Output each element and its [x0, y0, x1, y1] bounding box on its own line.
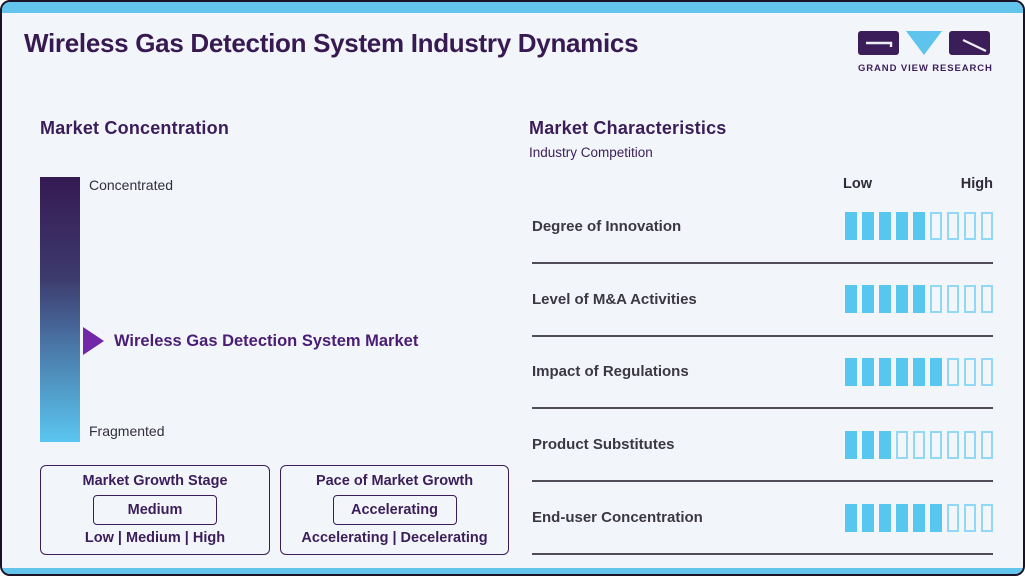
rating-segment-filled — [879, 430, 891, 459]
rating-segment-filled — [913, 212, 925, 241]
rating-segment-empty — [964, 357, 976, 386]
market-concentration-heading: Market Concentration — [40, 118, 230, 138]
gvr-logo-v-triangle — [906, 31, 942, 55]
rating-segment-filled — [879, 285, 891, 314]
rating-segment-empty — [930, 430, 942, 459]
rating-segment-filled — [913, 503, 925, 532]
fragmented-label: Fragmented — [89, 423, 165, 439]
gvr-logo-g-block — [858, 31, 899, 55]
market-growth-stage-title: Market Growth Stage — [82, 473, 228, 489]
pace-of-market-growth-options: Accelerating | Decelerating — [301, 530, 488, 546]
rating-segment-filled — [862, 430, 874, 459]
characteristic-row: Degree of Innovation — [532, 191, 993, 264]
rating-segment-empty — [947, 430, 959, 459]
industry-competition-subheading: Industry Competition — [529, 145, 653, 160]
rating-segment-empty — [981, 430, 993, 459]
rating-segment-empty — [947, 212, 959, 241]
bottom-accent-bar — [2, 568, 1023, 574]
characteristic-row: Level of M&A Activities — [532, 264, 993, 337]
rating-segment-filled — [913, 357, 925, 386]
rating-segment-filled — [896, 357, 908, 386]
rating-segment-empty — [964, 430, 976, 459]
characteristic-label: Level of M&A Activities — [532, 290, 697, 308]
characteristic-label: Degree of Innovation — [532, 217, 682, 235]
characteristic-row: Product Substitutes — [532, 409, 993, 483]
rating-segment-filled — [896, 212, 908, 241]
rating-segment-empty — [947, 503, 959, 532]
market-marker-label: Wireless Gas Detection System Market — [114, 332, 419, 350]
rating-segment-empty — [947, 357, 959, 386]
rating-bar — [845, 212, 993, 241]
rating-segment-empty — [913, 430, 925, 459]
rating-scale-header: Low High — [532, 176, 993, 192]
rating-segment-filled — [845, 212, 857, 241]
market-growth-stage-value: Medium — [93, 494, 217, 525]
market-growth-stage-box: Market Growth Stage Medium Low | Medium … — [40, 465, 270, 555]
gvr-logo-blocks — [858, 31, 1000, 56]
concentrated-label: Concentrated — [89, 177, 174, 193]
rating-bar — [845, 503, 993, 532]
characteristic-label: End-user Concentration — [532, 509, 703, 527]
rating-segment-empty — [981, 357, 993, 386]
rating-segment-empty — [964, 212, 976, 241]
market-marker-arrow-icon — [83, 327, 104, 355]
rating-segment-empty — [896, 430, 908, 459]
rating-segment-empty — [981, 503, 993, 532]
characteristic-label: Impact of Regulations — [532, 363, 689, 381]
rating-segment-filled — [862, 285, 874, 314]
rating-segment-filled — [845, 285, 857, 314]
rating-segment-filled — [862, 357, 874, 386]
characteristic-row: End-user Concentration — [532, 482, 993, 555]
page-title: Wireless Gas Detection System Industry D… — [24, 28, 639, 58]
rating-segment-filled — [845, 503, 857, 532]
rating-segment-empty — [981, 285, 993, 314]
rating-bar — [845, 285, 993, 314]
rating-segment-filled — [862, 503, 874, 532]
market-growth-stage-options: Low | Medium | High — [84, 530, 226, 546]
rating-scale-header-inner: Low High — [843, 176, 993, 192]
rating-segment-filled — [845, 357, 857, 386]
scale-high-label: High — [960, 176, 993, 192]
gvr-logo-text: GRAND VIEW RESEARCH — [858, 63, 993, 74]
top-accent-bar — [2, 2, 1023, 13]
gvr-logo-r-block — [949, 31, 990, 55]
market-characteristics-heading: Market Characteristics — [529, 118, 727, 138]
rating-segment-filled — [896, 285, 908, 314]
rating-segment-filled — [879, 357, 891, 386]
gvr-logo-g-glyph — [866, 41, 893, 47]
gvr-logo: GRAND VIEW RESEARCH — [858, 31, 1000, 74]
rating-segment-filled — [896, 503, 908, 532]
rating-segment-empty — [947, 285, 959, 314]
rating-segment-filled — [845, 430, 857, 459]
scale-low-label: Low — [843, 176, 872, 192]
characteristics-rows: Degree of Innovation Level of M&A Activi… — [532, 191, 993, 555]
pace-of-market-growth-title: Pace of Market Growth — [315, 473, 474, 489]
rating-bar — [845, 357, 993, 386]
rating-segment-empty — [964, 285, 976, 314]
characteristic-row: Impact of Regulations — [532, 337, 993, 410]
rating-segment-filled — [913, 285, 925, 314]
pace-of-market-growth-value: Accelerating — [332, 494, 457, 525]
rating-segment-filled — [879, 212, 891, 241]
rating-segment-empty — [964, 503, 976, 532]
rating-segment-filled — [930, 357, 942, 386]
rating-segment-filled — [879, 503, 891, 532]
rating-segment-empty — [930, 212, 942, 241]
characteristic-label: Product Substitutes — [532, 436, 675, 454]
gvr-logo-r-glyph — [962, 39, 987, 52]
rating-bar — [845, 430, 993, 459]
rating-segment-filled — [930, 503, 942, 532]
concentration-gradient-bar — [40, 177, 80, 442]
rating-segment-empty — [981, 212, 993, 241]
pace-of-market-growth-box: Pace of Market Growth Accelerating Accel… — [280, 465, 509, 555]
rating-segment-empty — [930, 285, 942, 314]
rating-segment-filled — [862, 212, 874, 241]
